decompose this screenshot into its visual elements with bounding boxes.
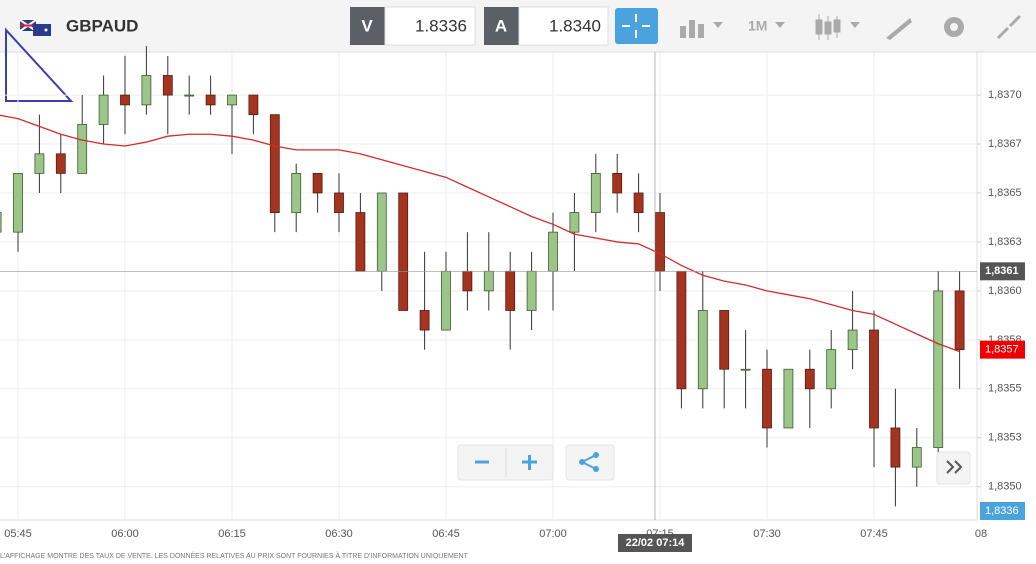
last-price-label: 1,8357 [985,344,1019,356]
candle-body [590,173,601,213]
x-tick-label: 08 [975,528,987,540]
last-price-box [980,340,1025,359]
y-tick-label: 1,8365 [988,187,1022,199]
candle-body [826,349,837,390]
y-tick-label: 1,8363 [988,236,1022,248]
draw-button[interactable] [886,18,912,40]
candle-body [398,192,409,311]
bid-marker-label: 1,8336 [985,505,1019,517]
candle-body [184,94,195,97]
collapse-button[interactable] [996,14,1022,40]
candle-body [355,212,366,272]
candle-body [526,270,537,311]
candle-body [462,270,473,292]
x-tick-label: 07:00 [539,528,567,540]
candle-body [291,173,302,213]
moving-average [0,114,960,353]
candle-body [890,427,901,468]
y-tick-label: 1,8370 [988,89,1022,101]
buy-label: A [495,16,507,35]
sell-label: V [361,16,373,35]
candle-body [911,447,922,468]
candle-body [869,329,879,429]
y-tick-label: 1,8367 [988,138,1022,150]
x-tick-label: 07:45 [860,528,888,540]
candle-type-button[interactable] [815,14,860,40]
buy-badge[interactable] [484,7,519,45]
buy-price: 1.8340 [549,16,601,35]
candle-body [120,94,130,106]
candle-body [312,173,323,194]
x-tick-label: 06:45 [432,528,460,540]
candle-body [548,231,558,272]
candle-body [77,124,88,174]
sell-field[interactable] [384,6,476,46]
zoom-controls [457,444,971,485]
crosshair-label-box [980,262,1025,281]
candle-body [505,270,516,311]
x-tick-label: 06:15 [218,528,246,540]
candle-body [55,153,66,174]
candle-body [847,329,858,351]
candle-body [98,94,109,125]
candle-body [162,75,173,96]
buy-field[interactable] [518,6,609,46]
y-tick-label: 1,8355 [988,383,1022,395]
symbol: GBPAUD [66,16,138,35]
candle-body [334,192,344,213]
candle-body [227,94,237,106]
settings-hole [950,23,958,31]
y-tick-label: 1,8353 [988,432,1022,444]
x-tick-label: 06:00 [111,528,139,540]
candle-body [655,212,665,272]
candle-body [612,173,623,194]
candle-body [719,310,730,370]
sell-badge[interactable] [350,7,385,45]
chart-type-button[interactable] [680,20,723,38]
x-tick-label: 06:30 [325,528,353,540]
candle-body [633,192,644,213]
timeframe[interactable]: 1M [748,18,767,34]
x-tick-label: 05:45 [4,528,32,540]
candle-body [13,173,23,233]
x-tick-label: 07:30 [753,528,781,540]
time-label: 22/02 07:14 [626,537,686,549]
candle-body [933,290,944,448]
candle-body [0,212,2,233]
candle-body [762,368,772,429]
candle-body [676,270,687,390]
timeframe-caret [775,22,785,28]
candle-body [483,270,494,292]
y-tick-label: 1,8350 [988,481,1022,493]
candle-body [419,310,430,331]
candle-body [34,153,45,174]
candle-body [376,192,387,272]
disclaimer: L'AFFICHAGE MONTRE DES TAUX DE VENTE. LE… [0,551,469,559]
flag [19,19,51,36]
candle-body [954,290,965,351]
crosshair-label: 1,8361 [985,265,1019,277]
candle-body [740,368,751,371]
crosshair-button[interactable] [615,8,658,44]
drawn-triangle[interactable] [5,27,74,102]
y-tick-label: 1,8360 [988,285,1022,297]
candle-body [269,114,280,213]
candle-body [804,368,815,390]
bid-marker-box [980,502,1025,520]
candle-body [569,212,580,233]
sell-price: 1.8336 [415,16,467,35]
candle-body [141,75,152,106]
candle-body [248,94,259,116]
candle-body [441,270,451,331]
candle-body [697,310,708,390]
candle-body [205,94,216,106]
time-label-box [618,534,692,552]
crosshair-icon [622,14,650,38]
candle-body [783,368,794,429]
